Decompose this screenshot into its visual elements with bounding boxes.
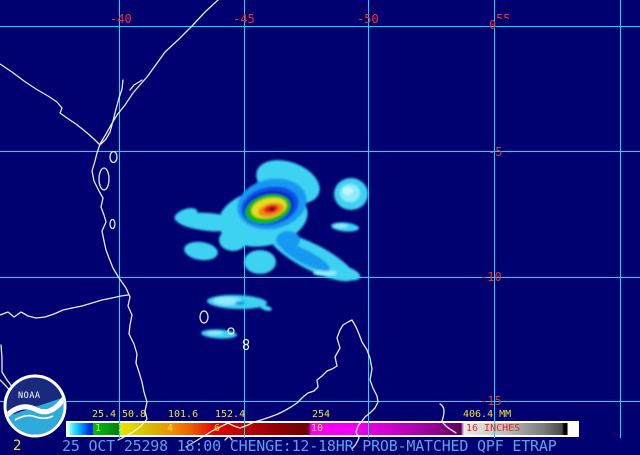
noaa-logo-text: NOAA (18, 391, 40, 401)
coastline (0, 0, 457, 450)
island (227, 327, 235, 335)
lat-axis-label: -15 (480, 394, 502, 408)
precip-core-light (213, 297, 241, 305)
frame-number: 2 (13, 438, 22, 454)
island (109, 150, 118, 164)
coastline-south (185, 319, 379, 450)
precip-core-light (207, 331, 223, 335)
lat-axis-label: -5 (488, 145, 503, 159)
coastline-east (91, 0, 219, 441)
colorbar-frame (66, 421, 579, 437)
lon-label-fragment-text: 55 (496, 13, 509, 19)
border-west (0, 294, 129, 319)
lat-axis-label: -10 (480, 270, 502, 284)
lat-axis-label: 0 (489, 18, 497, 32)
coastline-spur (129, 79, 143, 91)
noaa-logo: NOAA (3, 374, 67, 438)
precip-blue (276, 231, 300, 249)
lon-axis-label: -45 (233, 12, 255, 26)
colorbar-gradient (68, 423, 577, 435)
precip-blue (235, 301, 245, 305)
precip-blob (219, 229, 247, 251)
precip-core-light (313, 270, 337, 276)
noaa-logo-gull (14, 414, 54, 421)
precip-blob (184, 241, 218, 261)
precip-blob (244, 250, 276, 274)
colorbar-mm-label: 406.4 MM (463, 409, 512, 420)
precip-blob (260, 305, 272, 311)
coastline-river-1 (0, 63, 101, 146)
precip-core-light (343, 187, 353, 195)
lon-axis-label: -40 (110, 12, 132, 26)
colorbar-mm-label: 254 (312, 409, 331, 420)
lon-label-fragment: 55 (496, 13, 509, 19)
colorbar-inch-label: 6 (214, 423, 221, 434)
precip-blob (321, 263, 361, 281)
colorbar-mm-label: 152.4 (215, 409, 246, 420)
coastline-river-2 (100, 79, 124, 145)
colorbar-inch-label: 10 (311, 423, 324, 434)
colorbar-inch-label: 4 (167, 423, 174, 434)
status-text: 25 OCT 25298 18:00 CHENGE:12-18HR PROB-M… (62, 437, 557, 455)
precip-core-light (334, 224, 348, 228)
islet (224, 435, 233, 441)
grid-lines (0, 0, 640, 438)
precip-blob (174, 208, 198, 222)
colorbar-inch-label-16: 16 INCHES (466, 423, 521, 434)
colorbar-mm-label: 25.4 (92, 409, 117, 420)
colorbar-inch-label: 1 (95, 423, 102, 434)
island (199, 310, 209, 324)
coastline-left-edge (0, 344, 14, 389)
noaa-logo-swoosh (6, 395, 64, 419)
lon-axis-label: -50 (357, 12, 379, 26)
colorbar-mm-label: 50.8 (122, 409, 147, 420)
coastline-bay (439, 403, 457, 434)
precip-field (174, 160, 368, 339)
island (242, 343, 250, 351)
precip-blue (279, 242, 331, 272)
precip-max-dot (270, 208, 274, 210)
colorbar-mm-label: 101.6 (168, 409, 199, 420)
island (98, 167, 110, 191)
colorbar-inch-label: 2 (118, 423, 125, 434)
island (109, 218, 116, 230)
